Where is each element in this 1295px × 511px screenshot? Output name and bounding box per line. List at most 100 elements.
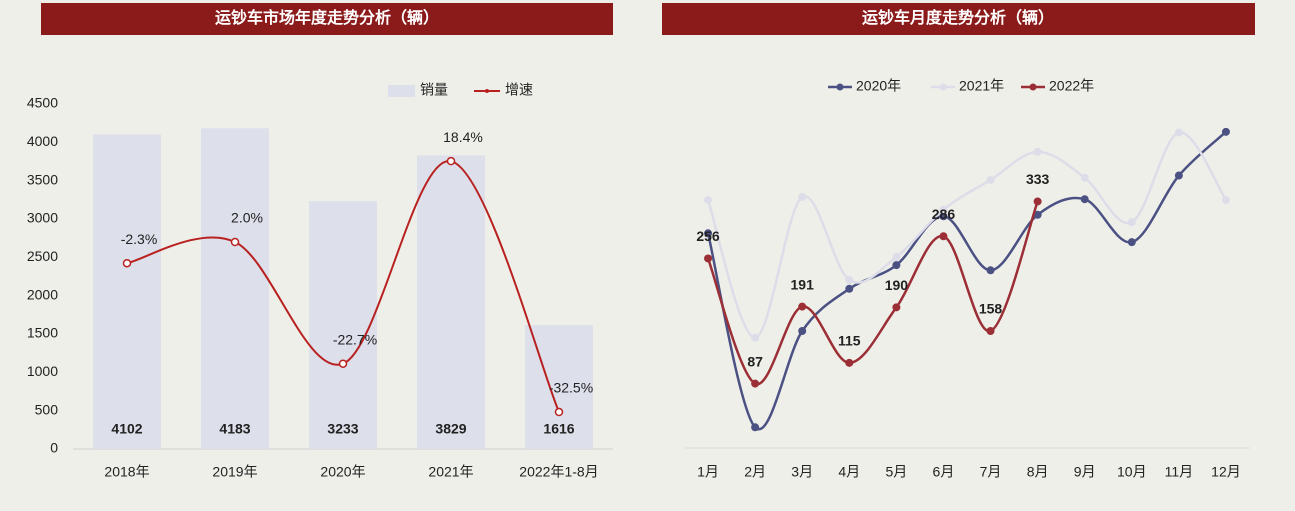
series-point: [1033, 197, 1042, 206]
legend-dot: [485, 89, 489, 93]
series-point: [751, 423, 760, 432]
y-tick-label: 1000: [27, 363, 58, 379]
x-tick-label: 3月: [791, 464, 813, 480]
growth-point: [446, 156, 456, 166]
growth-point: [122, 258, 132, 268]
x-tick-label: 2022年1-8月: [519, 464, 598, 480]
growth-point: [554, 407, 564, 417]
data-label: 158: [979, 301, 1003, 317]
x-tick-label: 2021年: [428, 464, 473, 480]
growth-label: -2.3%: [121, 231, 158, 247]
y-tick-label: 4000: [27, 133, 58, 149]
legend-label: 2021年: [959, 78, 1004, 94]
x-tick-label: 1月: [697, 464, 719, 480]
x-tick-label: 4月: [838, 464, 860, 480]
data-label: 333: [1026, 171, 1050, 187]
series-point: [704, 229, 713, 238]
legend-label: 销量: [420, 82, 448, 98]
series-point: [845, 275, 854, 284]
x-tick-label: 12月: [1211, 464, 1241, 480]
growth-label: 2.0%: [231, 210, 263, 226]
legend-label: 增速: [505, 82, 533, 98]
legend-swatch: [388, 85, 415, 97]
x-tick-label: 9月: [1074, 464, 1096, 480]
data-label: 87: [747, 353, 763, 369]
series-point: [1174, 128, 1183, 137]
bar-label: 3829: [435, 421, 466, 437]
y-tick-label: 2500: [27, 248, 58, 264]
header-bar: [662, 3, 1255, 35]
bar-label: 4183: [219, 421, 250, 437]
series-point: [986, 266, 995, 275]
legend-dot: [939, 83, 947, 91]
data-label: 191: [791, 276, 815, 292]
series-point: [798, 302, 807, 311]
growth-label: 18.4%: [443, 129, 483, 145]
series-point: [704, 254, 713, 263]
series-point: [1174, 171, 1183, 180]
data-label: 256: [696, 228, 720, 244]
bar-label: 3233: [327, 421, 358, 437]
y-tick-label: 4500: [27, 95, 58, 111]
x-tick-label: 8月: [1027, 464, 1049, 480]
series-point: [892, 252, 901, 261]
x-tick-label: 6月: [933, 464, 955, 480]
y-tick-label: 3000: [27, 210, 58, 226]
series-line: [706, 131, 1228, 339]
series-point: [939, 205, 948, 214]
series-point: [798, 327, 807, 336]
growth-point: [230, 237, 240, 247]
series-point: [1221, 127, 1230, 136]
series-point: [751, 333, 760, 342]
series-point: [1033, 147, 1042, 156]
legend-label: 2022年: [1049, 78, 1094, 94]
chart-title: 运钞车市场年度走势分析（辆）: [215, 8, 439, 27]
y-tick-label: 1500: [27, 325, 58, 341]
bar: [93, 134, 161, 449]
series-point: [1080, 173, 1089, 182]
series-point: [1033, 210, 1042, 219]
series-point: [845, 358, 854, 367]
series-point: [892, 261, 901, 270]
growth-point: [338, 359, 348, 368]
bar: [201, 128, 269, 449]
bar-label: 4102: [111, 421, 142, 437]
series-point: [845, 284, 854, 293]
series-point: [1080, 195, 1089, 204]
x-tick-label: 7月: [980, 464, 1002, 480]
series-point: [1127, 238, 1136, 247]
data-label: 286: [932, 206, 956, 222]
chart-title: 运钞车月度走势分析（辆）: [862, 8, 1054, 27]
series-point: [798, 192, 807, 201]
series-point: [751, 379, 760, 388]
x-tick-label: 10月: [1117, 464, 1147, 480]
x-tick-label: 5月: [885, 464, 907, 480]
growth-label: -22.7%: [333, 331, 377, 347]
y-tick-label: 500: [35, 401, 59, 417]
series-point: [939, 232, 948, 241]
series-point: [704, 195, 713, 204]
legend-dot: [836, 83, 844, 91]
growth-line: [126, 160, 560, 413]
series-point: [1127, 218, 1136, 227]
series-point: [986, 175, 995, 184]
y-tick-label: 2000: [27, 286, 58, 302]
bar: [417, 155, 485, 449]
x-tick-label: 2018年: [104, 464, 149, 480]
growth-label: -32.5%: [549, 380, 593, 396]
header-bar: [41, 3, 613, 35]
bar: [309, 201, 377, 449]
x-tick-label: 2月: [744, 464, 766, 480]
legend-dot: [1029, 83, 1037, 91]
series-point: [1221, 195, 1230, 204]
legend-label: 2020年: [856, 78, 901, 94]
x-tick-label: 11月: [1165, 464, 1194, 480]
x-tick-label: 2019年: [212, 464, 257, 480]
x-tick-label: 2020年: [320, 464, 365, 480]
series-point: [939, 212, 948, 221]
y-tick-label: 3500: [27, 171, 58, 187]
series-line: [706, 130, 1227, 431]
bar-label: 1616: [543, 421, 574, 437]
series-point: [892, 303, 901, 312]
